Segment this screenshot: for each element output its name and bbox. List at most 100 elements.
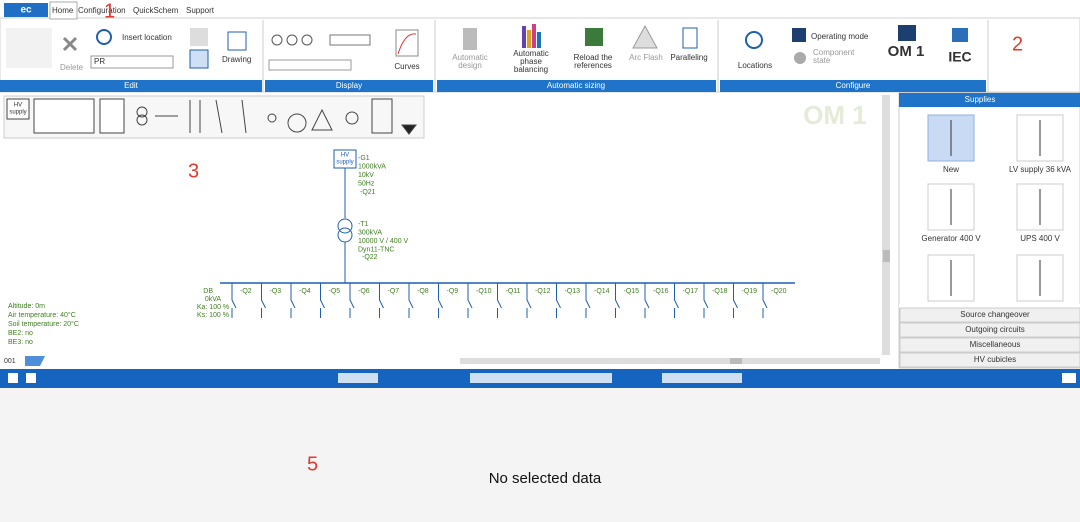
feeder-label[interactable]: -Q3 [270, 288, 282, 295]
om-selector[interactable]: OM 1 [888, 43, 925, 60]
section-label[interactable]: Outgoing circuits [965, 325, 1025, 334]
feeder-label[interactable]: -Q5 [329, 288, 341, 295]
feeder[interactable] [762, 283, 768, 318]
button-label[interactable]: design [458, 61, 482, 70]
feeder-label[interactable]: -Q8 [417, 288, 429, 295]
palette-label[interactable]: supply [9, 110, 26, 116]
button-label[interactable]: references [574, 61, 612, 70]
button-label[interactable]: Operating mode [811, 32, 869, 41]
feeder-label[interactable]: -Q4 [299, 288, 311, 295]
feeder[interactable] [733, 283, 738, 318]
item-label[interactable]: Generator 400 V [921, 234, 981, 243]
panel-section[interactable] [899, 352, 1080, 368]
feeder-label[interactable]: -Q13 [565, 288, 581, 295]
ribbon-tab[interactable]: Configuration [78, 6, 126, 15]
feeder-label[interactable]: -Q10 [476, 288, 492, 295]
button-label[interactable]: Drawing [222, 55, 251, 64]
feeder[interactable] [467, 283, 473, 318]
component-label[interactable]: -T1 [358, 221, 369, 228]
feeder[interactable] [231, 283, 237, 318]
feeder-label[interactable]: -Q12 [535, 288, 551, 295]
feeder[interactable] [379, 283, 384, 318]
configure-icons[interactable] [745, 25, 968, 64]
feeder[interactable] [261, 283, 266, 318]
section-label[interactable]: HV cubicles [974, 355, 1016, 364]
button-label[interactable]: Automatic [452, 53, 488, 62]
standard[interactable]: IEC [948, 49, 971, 65]
feeder-label[interactable]: -Q9 [447, 288, 459, 295]
button-label[interactable]: Insert location [122, 33, 172, 42]
edit-icons[interactable] [6, 28, 247, 69]
component-label[interactable]: 50Hz [358, 180, 375, 187]
feeder[interactable] [408, 283, 414, 318]
button-label[interactable]: Reload the [574, 53, 613, 62]
single-line-diagram[interactable] [220, 149, 795, 284]
component-label[interactable]: 10000 V / 400 V [358, 238, 409, 245]
button-label[interactable]: Curves [394, 62, 419, 71]
feeder[interactable] [585, 283, 591, 318]
feeder-label[interactable]: -Q6 [358, 288, 370, 295]
panel-header[interactable] [899, 93, 1080, 107]
sheet-name[interactable]: 001 [4, 358, 16, 365]
item-label[interactable]: New [943, 165, 959, 174]
scroll-thumb[interactable] [730, 358, 742, 364]
section-label[interactable]: Miscellaneous [970, 340, 1021, 349]
feeder-label[interactable]: -Q11 [506, 288, 521, 295]
board-label[interactable]: DB [203, 288, 213, 295]
component-label[interactable]: -G1 [358, 155, 370, 162]
toolbar-icons[interactable] [8, 373, 1076, 383]
feeder[interactable] [438, 283, 443, 318]
feeder-label[interactable]: -Q16 [653, 288, 669, 295]
panel-section[interactable] [899, 307, 1080, 323]
feeder-label[interactable]: -Q7 [388, 288, 400, 295]
panel-section[interactable] [899, 322, 1080, 338]
feeder-label[interactable]: -Q20 [771, 288, 787, 295]
button-label[interactable]: Locations [738, 61, 772, 70]
sheet-tab[interactable] [25, 356, 45, 366]
ribbon-tab[interactable]: QuickSchem [133, 6, 179, 15]
feeder[interactable] [674, 283, 679, 318]
feeder-label[interactable]: -Q14 [594, 288, 610, 295]
component-label[interactable]: -Q22 [362, 254, 378, 261]
display-icons[interactable] [268, 29, 419, 71]
button-label[interactable]: Paralleling [670, 53, 707, 62]
board-label[interactable]: Ks: 100 % [197, 312, 229, 319]
button-label[interactable]: Delete [60, 63, 84, 72]
sizing-icons[interactable] [463, 24, 698, 50]
panel-title[interactable]: Supplies [965, 95, 996, 104]
scroll-thumb[interactable] [883, 250, 890, 262]
symbol-label[interactable]: HV [341, 153, 349, 159]
board-label[interactable]: Ka: 100 % [197, 304, 229, 311]
feeder-label[interactable]: -Q15 [624, 288, 640, 295]
feeder-label[interactable]: -Q18 [712, 288, 728, 295]
feeder[interactable] [349, 283, 355, 318]
palette-label[interactable]: HV [14, 103, 22, 109]
feeder[interactable] [497, 283, 502, 318]
logo-text[interactable]: ec [20, 5, 32, 16]
board-label[interactable]: 0kVA [205, 296, 222, 303]
logo[interactable] [4, 3, 48, 17]
button-label[interactable]: Component [813, 48, 855, 57]
feeder[interactable] [320, 283, 325, 318]
button-label[interactable]: phase [520, 57, 542, 66]
feeder-label[interactable]: -Q2 [240, 288, 252, 295]
button-label[interactable]: state [813, 56, 831, 65]
panel-section[interactable] [899, 337, 1080, 353]
component-label[interactable]: 10kV [358, 172, 374, 179]
active-tab[interactable] [49, 1, 78, 20]
component-label[interactable]: 300kVA [358, 229, 382, 236]
item-label[interactable]: UPS 400 V [1020, 234, 1060, 243]
palette-symbols[interactable] [6, 98, 418, 135]
feeder[interactable] [644, 283, 650, 318]
section-label[interactable]: Source changeover [960, 310, 1030, 319]
feeder[interactable] [290, 283, 296, 318]
component-label[interactable]: 1000kVA [358, 163, 386, 170]
component-label[interactable]: -Q21 [360, 189, 376, 196]
feeder-label[interactable]: -Q17 [683, 288, 699, 295]
ribbon-tab[interactable]: Home [52, 6, 74, 15]
feeder-label[interactable]: -Q19 [742, 288, 758, 295]
symbol-label[interactable]: supply [336, 160, 353, 166]
component-label[interactable]: Dyn11-TNC [358, 246, 394, 253]
button-label[interactable]: Arc Flash [629, 53, 663, 62]
feeder[interactable] [556, 283, 561, 318]
